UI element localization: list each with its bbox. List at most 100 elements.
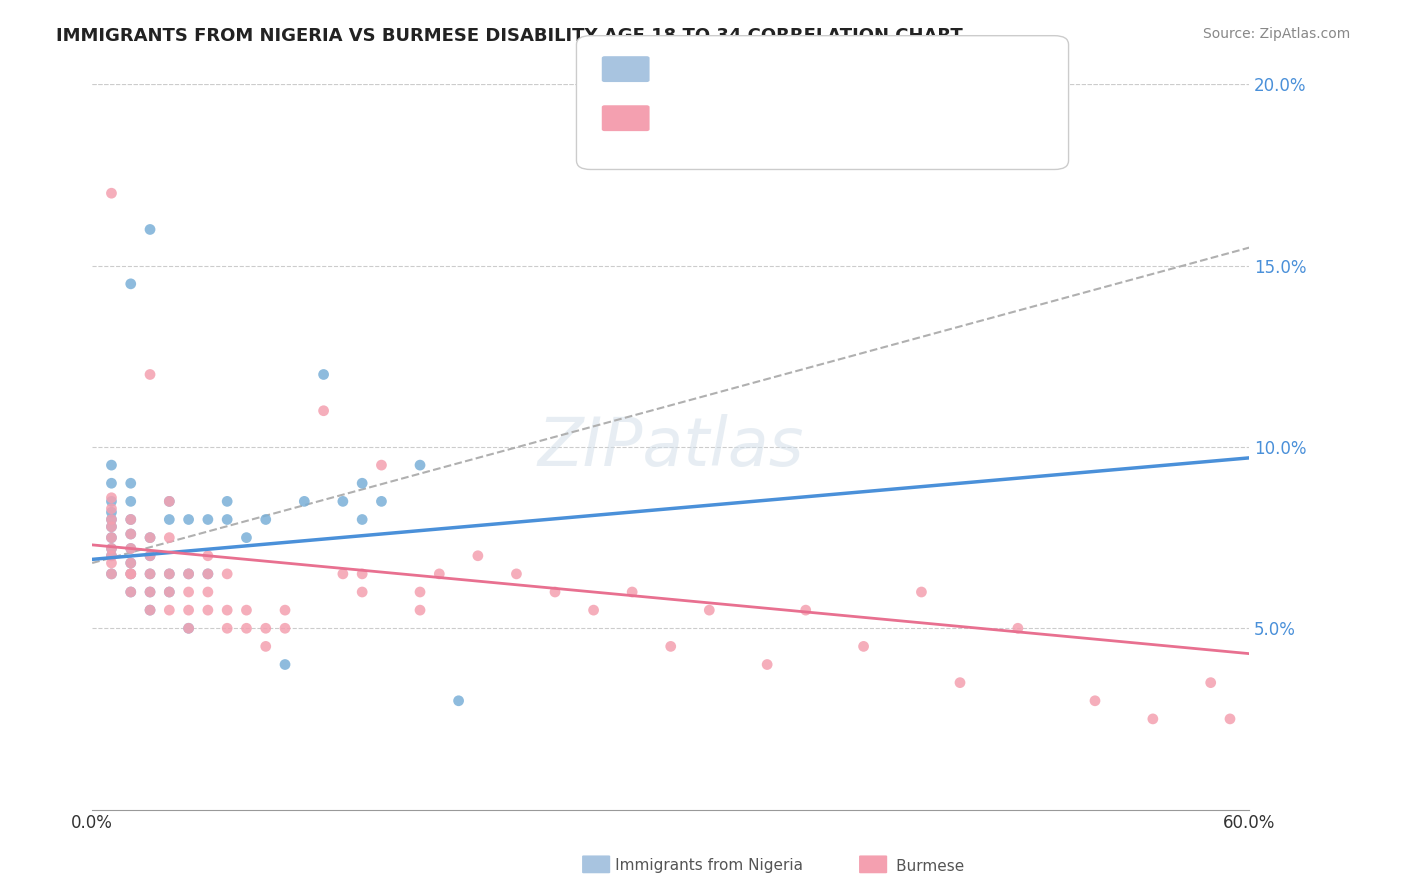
Point — [100, 494, 122, 508]
Point — [621, 585, 644, 599]
Text: Source: ZipAtlas.com: Source: ZipAtlas.com — [1202, 27, 1350, 41]
Point — [197, 585, 219, 599]
Text: 47: 47 — [801, 61, 825, 78]
Point — [139, 549, 162, 563]
Text: ZIPatlas: ZIPatlas — [537, 414, 804, 480]
Point — [177, 603, 200, 617]
Point — [217, 603, 239, 617]
Point — [949, 675, 972, 690]
Point — [157, 585, 180, 599]
Point — [177, 512, 200, 526]
Point — [120, 476, 142, 491]
Point — [139, 585, 162, 599]
Point — [120, 566, 142, 581]
Point — [352, 476, 374, 491]
Point — [100, 512, 122, 526]
Point — [217, 494, 239, 508]
Point — [235, 621, 257, 635]
Point — [197, 512, 219, 526]
Text: R =: R = — [654, 109, 690, 127]
Point — [409, 603, 432, 617]
Point — [1007, 621, 1029, 635]
Point — [177, 621, 200, 635]
Point — [794, 603, 817, 617]
Point — [157, 585, 180, 599]
Text: □  Burmese: □ Burmese — [872, 858, 965, 872]
Text: N =: N = — [752, 61, 800, 78]
Point — [120, 494, 142, 508]
Point — [120, 527, 142, 541]
Point — [312, 368, 335, 382]
Point — [852, 640, 875, 654]
Point — [1199, 675, 1222, 690]
Point — [177, 566, 200, 581]
Point — [352, 566, 374, 581]
Point — [120, 512, 142, 526]
Point — [427, 566, 450, 581]
Point — [157, 494, 180, 508]
Point — [254, 621, 277, 635]
Point — [139, 222, 162, 236]
Point — [100, 520, 122, 534]
Point — [157, 566, 180, 581]
Point — [370, 458, 392, 472]
Point — [217, 621, 239, 635]
Point — [120, 512, 142, 526]
Point — [312, 403, 335, 417]
Point — [274, 657, 297, 672]
Point — [544, 585, 567, 599]
Text: 70: 70 — [801, 109, 824, 127]
Text: 0.140: 0.140 — [696, 61, 748, 78]
Text: IMMIGRANTS FROM NIGERIA VS BURMESE DISABILITY AGE 18 TO 34 CORRELATION CHART: IMMIGRANTS FROM NIGERIA VS BURMESE DISAB… — [56, 27, 963, 45]
Point — [100, 541, 122, 556]
Point — [157, 512, 180, 526]
Point — [235, 603, 257, 617]
Point — [120, 527, 142, 541]
Point — [217, 512, 239, 526]
Point — [120, 556, 142, 570]
Point — [254, 512, 277, 526]
Text: N =: N = — [752, 109, 800, 127]
Text: □  Immigrants from Nigeria: □ Immigrants from Nigeria — [591, 858, 803, 872]
Point — [120, 556, 142, 570]
Point — [100, 541, 122, 556]
Point — [100, 566, 122, 581]
Point — [582, 603, 605, 617]
Point — [409, 458, 432, 472]
Point — [100, 520, 122, 534]
Point — [139, 566, 162, 581]
Point — [352, 512, 374, 526]
Point — [274, 603, 297, 617]
Point — [100, 566, 122, 581]
Point — [120, 277, 142, 291]
Point — [332, 494, 354, 508]
Point — [139, 566, 162, 581]
Point — [139, 549, 162, 563]
Point — [254, 640, 277, 654]
Point — [467, 549, 489, 563]
Point — [292, 494, 315, 508]
Point — [1084, 694, 1107, 708]
Point — [120, 566, 142, 581]
Point — [157, 566, 180, 581]
Point — [100, 476, 122, 491]
Point — [100, 556, 122, 570]
Point — [139, 603, 162, 617]
Point — [139, 531, 162, 545]
Point — [139, 368, 162, 382]
Point — [1219, 712, 1241, 726]
Point — [197, 566, 219, 581]
Point — [120, 585, 142, 599]
Point — [139, 603, 162, 617]
Point — [139, 585, 162, 599]
Point — [352, 585, 374, 599]
Point — [157, 494, 180, 508]
Point — [1142, 712, 1164, 726]
Point — [177, 621, 200, 635]
Text: R =: R = — [654, 61, 695, 78]
Point — [120, 541, 142, 556]
Point — [157, 603, 180, 617]
Point — [659, 640, 682, 654]
Point — [100, 549, 122, 563]
Point — [217, 566, 239, 581]
